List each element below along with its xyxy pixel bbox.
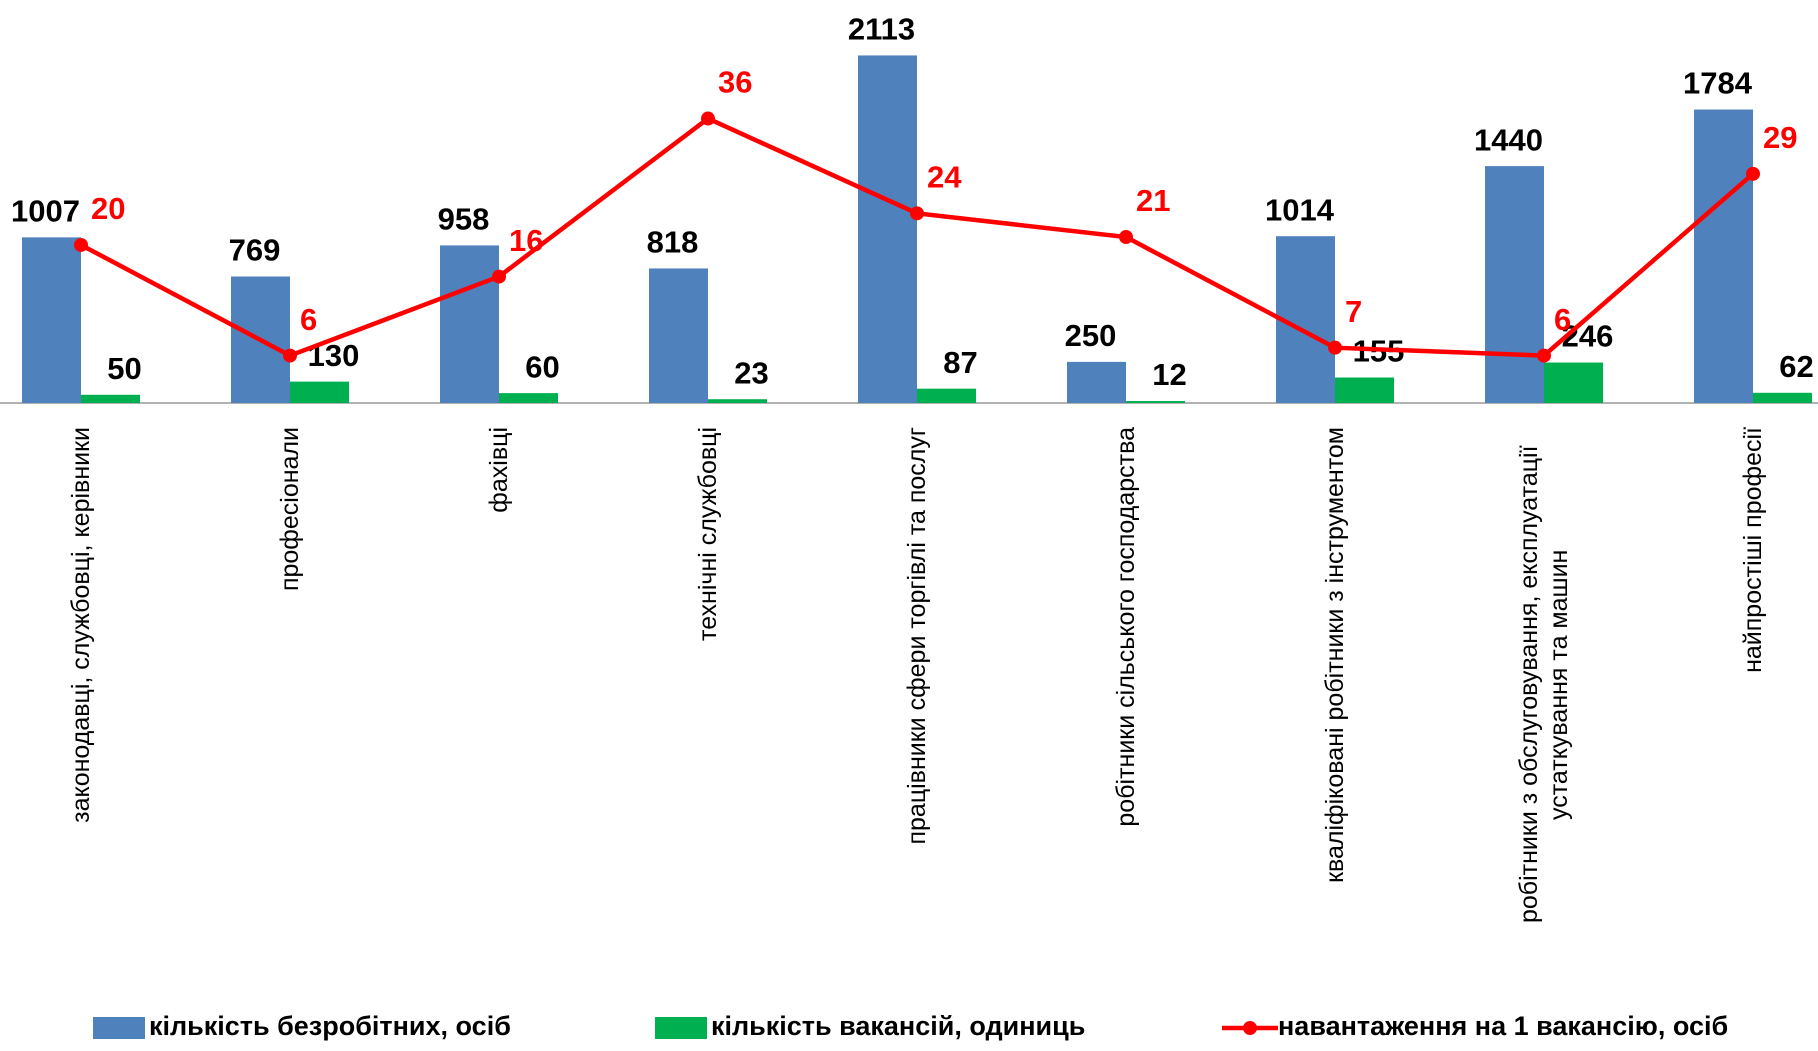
data-label: 2113 [848, 12, 915, 47]
line-point [1119, 230, 1133, 245]
data-label: 1440 [1474, 122, 1543, 157]
bar [499, 393, 558, 403]
data-label: 958 [438, 202, 490, 237]
data-label: 6 [300, 302, 317, 337]
bar [1753, 392, 1812, 403]
data-label: 6 [1554, 302, 1571, 337]
x-tick-label: робітники сільського господарства [1112, 427, 1140, 827]
bar [708, 399, 767, 403]
data-label: 246 [1562, 319, 1614, 354]
x-tick-label: робітники з обслуговування, експлуатації… [1515, 445, 1573, 924]
bar [917, 388, 976, 403]
legend-swatch [93, 1017, 145, 1039]
line-point [283, 348, 297, 363]
bar [1067, 361, 1126, 403]
line-point [492, 269, 506, 284]
x-tick-label: кваліфіковані робітники з інструментом [1321, 427, 1349, 883]
x-tick-label: технічні службовці [694, 427, 722, 641]
data-label: 23 [734, 355, 768, 390]
x-tick-label: найпростіші професії [1739, 427, 1767, 673]
bar [440, 245, 499, 403]
bar [290, 381, 349, 403]
data-label: 24 [927, 160, 962, 195]
x-tick-label: фахівці [485, 427, 513, 513]
x-tick-label: працівники сфери торгівлі та послуг [903, 427, 931, 845]
data-label: 130 [308, 338, 360, 373]
line-point [701, 111, 715, 126]
data-label: 818 [647, 225, 699, 260]
x-tick-label: законодавці, службовці, керівники [67, 427, 95, 823]
data-label: 62 [1779, 349, 1813, 384]
data-label: 20 [91, 191, 125, 226]
data-label: 1784 [1683, 66, 1753, 101]
data-label: 36 [718, 65, 752, 100]
data-label: 60 [525, 349, 559, 384]
data-label: 250 [1065, 318, 1117, 353]
bar [1335, 377, 1394, 403]
data-label: 50 [107, 351, 141, 386]
bar [22, 237, 81, 403]
bar [1126, 401, 1185, 403]
bar [1694, 109, 1753, 403]
data-label: 16 [509, 223, 543, 258]
legend-swatch [1243, 1021, 1257, 1035]
legend-label: навантаження на 1 вакансію, осіб [1278, 1011, 1728, 1041]
line-point [74, 237, 88, 252]
bar [81, 394, 140, 403]
x-tick-label: професіонали [276, 427, 304, 592]
bar [649, 268, 708, 403]
data-label: 12 [1152, 357, 1186, 392]
legend-swatch [655, 1017, 707, 1039]
line-point [1328, 340, 1342, 355]
legend-label: кількість безробітних, осіб [149, 1011, 511, 1041]
data-label: 87 [943, 345, 977, 380]
data-label: 21 [1136, 183, 1170, 218]
line-point [1537, 348, 1551, 363]
data-label: 769 [229, 233, 281, 268]
line-point [1746, 166, 1760, 181]
data-label: 29 [1763, 120, 1797, 155]
data-label: 1007 [11, 194, 80, 229]
data-label: 1014 [1265, 192, 1335, 227]
bar [1544, 362, 1603, 403]
legend-label: кількість вакансій, одиниць [711, 1011, 1085, 1041]
line-point [910, 206, 924, 221]
bar [1485, 166, 1544, 403]
bar [858, 55, 917, 404]
data-label: 7 [1345, 294, 1362, 329]
